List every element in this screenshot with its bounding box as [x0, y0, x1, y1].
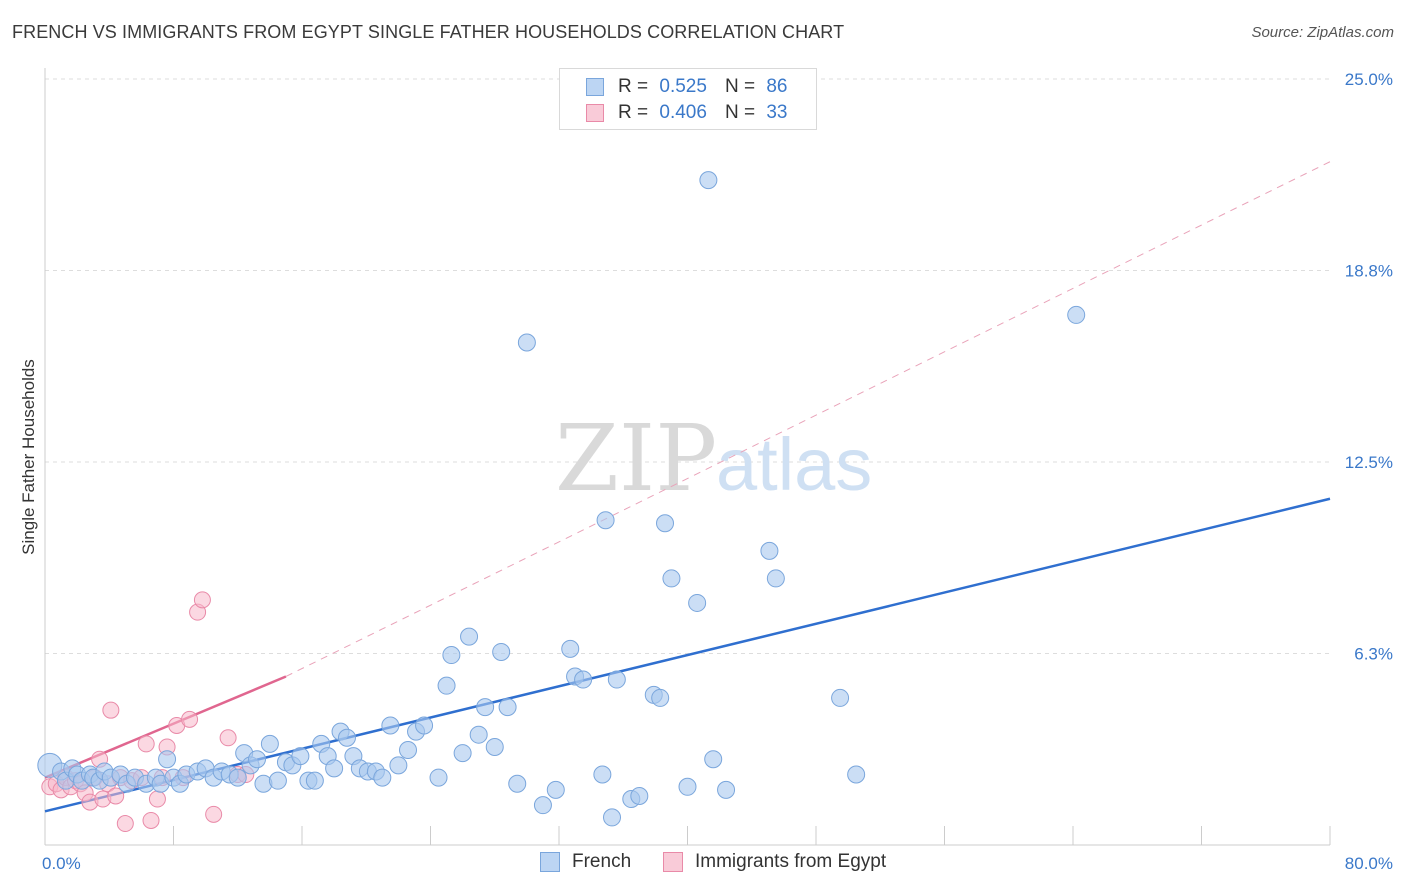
french-point-60 [485, 737, 504, 756]
french-points [37, 171, 1086, 827]
french-point-63 [508, 774, 527, 793]
french-point-80 [678, 777, 697, 796]
watermark-zip: ZIP [555, 405, 717, 512]
french-point-70 [593, 765, 612, 784]
egypt-legend-label: Immigrants from Egypt [695, 851, 887, 872]
axes [44, 68, 1331, 846]
y-axis-label: Single Father Households [19, 359, 38, 555]
french-point-71 [596, 511, 615, 530]
french-legend-swatch [540, 852, 560, 872]
series-legend: French Immigrants from Egypt [0, 851, 1406, 877]
legend-row-egypt: R = 0.406 N = 33 [586, 100, 787, 126]
french-point-29 [248, 750, 267, 769]
french-point-32 [268, 771, 287, 790]
french-point-35 [291, 747, 310, 766]
french-point-47 [373, 768, 392, 787]
french-n-label: N = [724, 76, 756, 97]
french-point-77 [651, 688, 670, 707]
french-swatch [586, 78, 604, 96]
egypt-point-16 [116, 815, 134, 833]
egypt-points [41, 591, 255, 833]
french-trend-line [44, 497, 1331, 813]
egypt-point-30 [219, 729, 237, 747]
french-point-26 [228, 768, 247, 787]
french-r-value: 0.525 [659, 76, 707, 97]
french-point-49 [389, 756, 408, 775]
french-point-17 [158, 750, 177, 769]
watermark: ZIP atlas [555, 405, 872, 512]
tick-labels: 6.3% 12.5% 18.8% 25.0% 0.0% 80.0% [42, 70, 1393, 873]
french-point-50 [399, 741, 418, 760]
french-r-label: R = [618, 76, 649, 97]
x-tick-label-1: 80.0% [1345, 854, 1393, 873]
egypt-point-29 [205, 805, 223, 823]
source-label: Source: ZipAtlas.com [1251, 24, 1394, 41]
french-point-79 [662, 569, 681, 588]
french-point-89 [1067, 305, 1086, 324]
french-point-69 [574, 670, 593, 689]
french-point-56 [453, 744, 472, 763]
french-point-54 [437, 676, 456, 695]
french-point-85 [766, 569, 785, 588]
french-point-72 [603, 808, 622, 827]
french-point-65 [533, 796, 552, 815]
french-point-40 [325, 759, 344, 778]
grid-lines [45, 78, 1330, 654]
egypt-trend-extension [285, 161, 1331, 677]
egypt-point-28 [193, 591, 211, 609]
y-tick-label-2: 18.8% [1345, 262, 1393, 281]
french-point-42 [337, 728, 356, 747]
x-tick-label-0: 0.0% [42, 854, 81, 873]
french-point-48 [381, 716, 400, 735]
french-n-value: 86 [766, 76, 788, 97]
y-tick-label-0: 6.3% [1354, 645, 1393, 664]
egypt-legend-swatch [663, 852, 683, 872]
french-point-37 [305, 771, 324, 790]
french-point-53 [429, 768, 448, 787]
french-point-55 [442, 646, 461, 665]
correlation-legend: R = 0.525 N = 86 R = 0.406 N = 33 [559, 68, 817, 130]
chart-title: FRENCH VS IMMIGRANTS FROM EGYPT SINGLE F… [12, 22, 845, 42]
french-point-73 [607, 670, 626, 689]
egypt-n-label: N = [724, 102, 756, 123]
french-point-52 [415, 716, 434, 735]
series-legend-french[interactable]: French [540, 851, 631, 873]
french-point-57 [460, 627, 479, 646]
egypt-swatch [586, 104, 604, 122]
french-point-62 [498, 698, 517, 717]
french-legend-label: French [572, 851, 632, 872]
egypt-trend-line [44, 675, 287, 779]
french-point-67 [561, 639, 580, 658]
egypt-n-value: 33 [766, 102, 788, 123]
french-point-81 [688, 593, 707, 612]
french-point-83 [717, 780, 736, 799]
french-point-84 [760, 541, 779, 560]
french-point-87 [847, 765, 866, 784]
french-point-75 [630, 786, 649, 805]
french-point-82 [704, 750, 723, 769]
french-point-59 [476, 698, 495, 717]
french-point-58 [469, 725, 488, 744]
french-point-88 [699, 171, 718, 190]
y-tick-label-1: 12.5% [1345, 453, 1393, 472]
french-point-66 [546, 780, 565, 799]
french-point-78 [656, 514, 675, 533]
french-point-31 [260, 734, 279, 753]
legend-row-french: R = 0.525 N = 86 [586, 74, 787, 100]
egypt-point-26 [181, 710, 199, 728]
french-point-86 [831, 688, 850, 707]
french-point-61 [492, 642, 511, 661]
watermark-atlas: atlas [716, 423, 872, 506]
egypt-r-value: 0.406 [659, 102, 707, 123]
egypt-point-21 [148, 790, 166, 808]
french-point-64 [517, 333, 536, 352]
egypt-point-13 [102, 701, 120, 719]
egypt-r-label: R = [618, 102, 649, 123]
y-tick-label-3: 25.0% [1345, 70, 1393, 89]
egypt-point-14 [107, 787, 125, 805]
egypt-point-20 [142, 811, 160, 829]
series-legend-egypt[interactable]: Immigrants from Egypt [663, 851, 886, 873]
egypt-point-19 [137, 735, 155, 753]
